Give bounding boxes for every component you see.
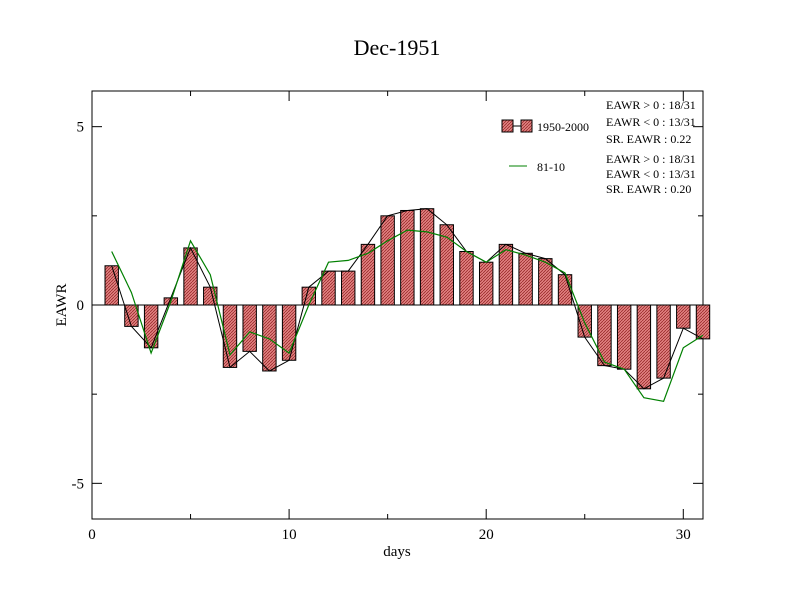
bar bbox=[242, 304, 257, 352]
stat-neg-1: EAWR < 0 : 13/31 bbox=[606, 115, 696, 129]
y-axis-label: EAWR bbox=[54, 284, 70, 327]
x-tick-label: 10 bbox=[282, 527, 297, 543]
legend-label-line: 81-10 bbox=[537, 160, 565, 174]
bar bbox=[321, 270, 336, 306]
y-tick-label: -5 bbox=[72, 476, 85, 492]
legend-bar-swatch-right bbox=[520, 119, 533, 133]
bar bbox=[419, 208, 435, 306]
stats-block-1: EAWR > 0 : 18/31 EAWR < 0 : 13/31 SR. EA… bbox=[606, 98, 696, 146]
bar bbox=[676, 304, 691, 329]
x-axis-label: days bbox=[383, 544, 411, 560]
bar bbox=[616, 304, 632, 370]
bar bbox=[597, 304, 612, 367]
stat-neg-2: EAWR < 0 : 13/31 bbox=[606, 167, 696, 181]
stat-sr-1: SR. EAWR : 0.22 bbox=[606, 132, 691, 146]
bar bbox=[695, 304, 711, 340]
x-tick-label: 30 bbox=[676, 527, 691, 543]
legend-label-bar: 1950-2000 bbox=[537, 120, 589, 134]
chart-title: Dec-1951 bbox=[354, 35, 441, 60]
line-series bbox=[111, 229, 704, 402]
bar bbox=[459, 251, 474, 306]
x-tick-label: 0 bbox=[88, 527, 96, 543]
bar bbox=[400, 209, 415, 306]
legend: 1950-2000 81-10 bbox=[501, 119, 589, 174]
bar bbox=[498, 243, 514, 306]
bar-connect-line bbox=[111, 208, 704, 390]
stat-pos-1: EAWR > 0 : 18/31 bbox=[606, 98, 696, 112]
stats-block-2: EAWR > 0 : 18/31 EAWR < 0 : 13/31 SR. EA… bbox=[606, 152, 696, 196]
stat-sr-2: SR. EAWR : 0.20 bbox=[606, 182, 691, 196]
x-tick-label: 20 bbox=[479, 527, 494, 543]
bar bbox=[262, 304, 277, 372]
y-tick-label: 0 bbox=[77, 298, 85, 314]
axis-ticks: 0 10 20 30 -5 0 5 bbox=[72, 91, 703, 543]
bar-series bbox=[104, 208, 711, 390]
legend-bar-swatch-left bbox=[501, 119, 514, 133]
bar-outline-line bbox=[111, 208, 704, 390]
bar bbox=[518, 252, 533, 306]
bar bbox=[478, 261, 494, 306]
stat-pos-2: EAWR > 0 : 18/31 bbox=[606, 152, 696, 166]
bar bbox=[104, 265, 119, 306]
series-line-81-10 bbox=[111, 229, 704, 402]
bar bbox=[636, 304, 652, 390]
bar bbox=[538, 258, 553, 306]
bar bbox=[341, 270, 356, 306]
bar bbox=[380, 215, 395, 306]
y-tick-label: 5 bbox=[77, 120, 85, 136]
